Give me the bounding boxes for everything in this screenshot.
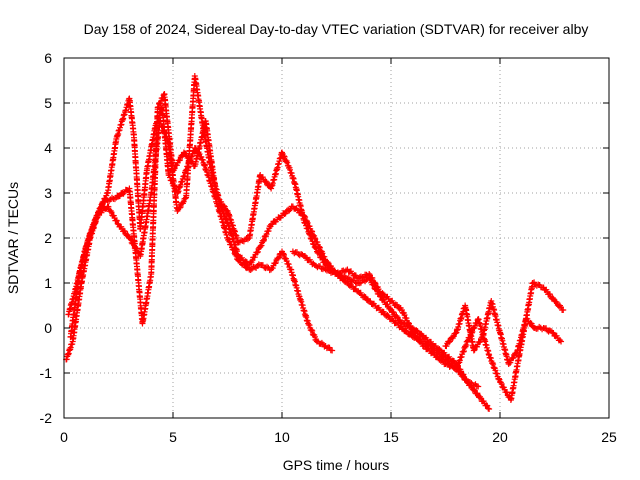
grid-lines	[64, 58, 609, 418]
data-series	[63, 73, 567, 412]
y-axis-label: SDTVAR / TECUs	[5, 182, 21, 294]
axis-ticks: 0 5 10 15 20 25 -2 -1 0 1 2 3 4 5 6	[40, 50, 617, 445]
y-tick-label: 4	[44, 140, 52, 156]
x-tick-label: 0	[60, 429, 68, 445]
y-tick-label: -2	[40, 410, 53, 426]
chart-title: Day 158 of 2024, Sidereal Day-to-day VTE…	[84, 21, 589, 37]
series-track-1	[63, 95, 336, 363]
series-track-4	[289, 248, 567, 403]
y-tick-label: 0	[44, 320, 52, 336]
series-markers	[443, 299, 563, 366]
x-axis-label: GPS time / hours	[283, 457, 390, 473]
x-tick-label: 15	[383, 429, 399, 445]
x-tick-label: 5	[169, 429, 177, 445]
y-tick-label: 1	[44, 275, 52, 291]
y-tick-label: -1	[40, 365, 53, 381]
series-track-3	[67, 91, 493, 412]
y-tick-label: 6	[44, 50, 52, 66]
series-track-5	[442, 298, 565, 367]
x-tick-label: 20	[492, 429, 508, 445]
x-tick-label: 25	[601, 429, 617, 445]
y-tick-label: 3	[44, 185, 52, 201]
series-markers	[63, 96, 334, 363]
series-markers	[291, 249, 566, 402]
series-markers	[67, 91, 492, 412]
y-tick-label: 2	[44, 230, 52, 246]
y-tick-label: 5	[44, 95, 52, 111]
x-tick-label: 10	[274, 429, 290, 445]
